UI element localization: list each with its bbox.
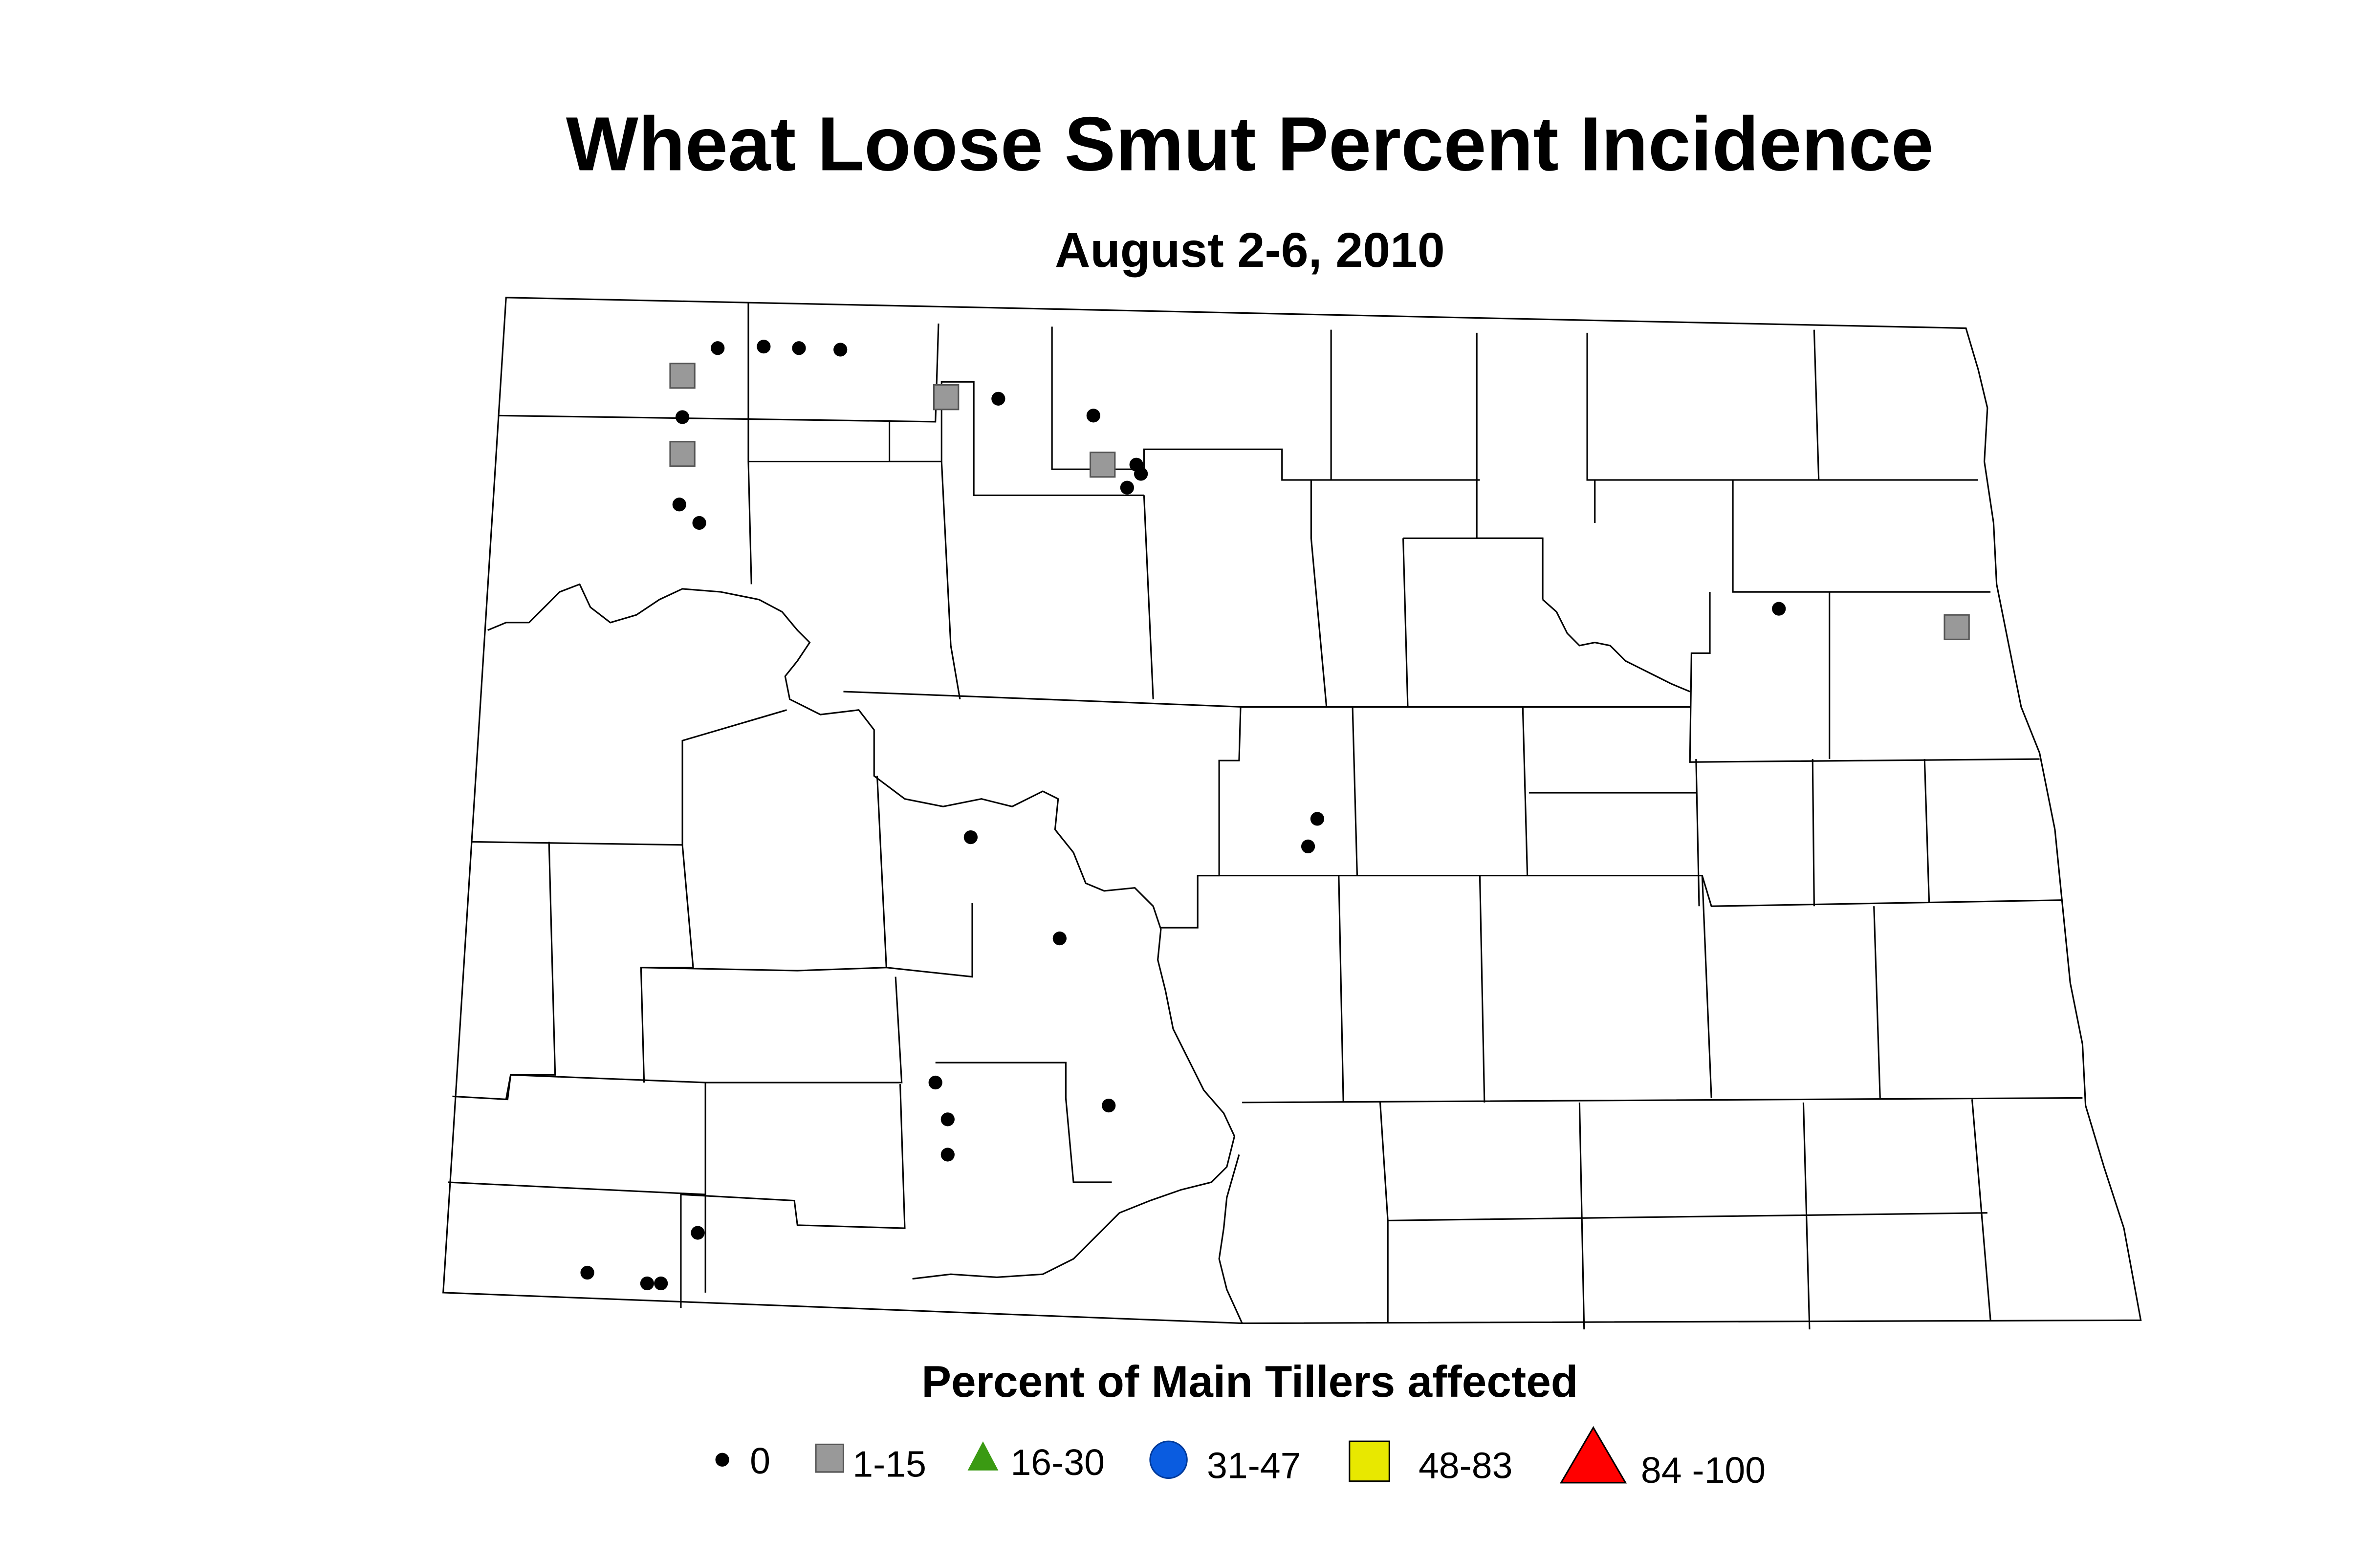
point-zero — [928, 1075, 942, 1090]
point-low — [933, 384, 960, 411]
point-zero — [792, 341, 806, 355]
point-low — [669, 363, 696, 389]
point-zero — [1310, 812, 1325, 826]
county-lines — [448, 302, 2083, 1330]
state-map — [442, 297, 2142, 1330]
point-zero — [654, 1276, 668, 1291]
point-zero — [691, 1226, 705, 1240]
point-zero — [1301, 839, 1315, 854]
legend-label: 1-15 — [852, 1443, 926, 1484]
river — [487, 583, 1236, 1280]
river — [1542, 599, 1690, 693]
state-outline — [442, 297, 2142, 1324]
survey-points — [580, 340, 1970, 1291]
legend-label: 48-83 — [1419, 1445, 1513, 1486]
legend-symbol — [815, 1443, 845, 1473]
point-zero — [640, 1276, 655, 1291]
point-zero — [833, 343, 848, 357]
point-zero — [580, 1265, 594, 1280]
legend-label: 0 — [750, 1440, 770, 1481]
point-zero — [963, 830, 978, 845]
point-zero — [1052, 932, 1067, 946]
point-zero — [1120, 480, 1134, 495]
legend-symbol — [967, 1441, 999, 1471]
point-zero — [1134, 467, 1148, 481]
point-zero — [672, 498, 686, 512]
point-zero — [1086, 409, 1100, 423]
river — [1218, 1154, 1243, 1324]
point-zero — [711, 341, 725, 355]
legend: Percent of Main Tillers affected 0 1-15 … — [715, 1357, 1766, 1491]
legend-symbol — [1349, 1440, 1390, 1482]
map-title: Wheat Loose Smut Percent Incidence — [566, 101, 1934, 187]
point-zero — [991, 391, 1005, 406]
point-zero — [757, 340, 771, 354]
point-zero — [675, 410, 690, 424]
point-low — [669, 441, 696, 467]
point-zero — [1772, 602, 1786, 616]
point-zero — [1102, 1098, 1116, 1113]
legend-symbol — [1559, 1426, 1627, 1484]
legend-label: 16-30 — [1010, 1442, 1105, 1483]
point-zero — [692, 516, 706, 530]
point-zero — [940, 1112, 955, 1127]
legend-label: 31-47 — [1207, 1445, 1301, 1486]
legend-label: 84 -100 — [1641, 1450, 1766, 1491]
legend-symbol — [715, 1453, 729, 1467]
legend-title: Percent of Main Tillers affected — [921, 1357, 1578, 1407]
legend-symbol — [1149, 1440, 1188, 1479]
point-low — [1090, 452, 1116, 478]
map-subtitle: August 2-6, 2010 — [1055, 223, 1445, 278]
point-zero — [940, 1148, 955, 1162]
point-low — [1943, 614, 1970, 640]
